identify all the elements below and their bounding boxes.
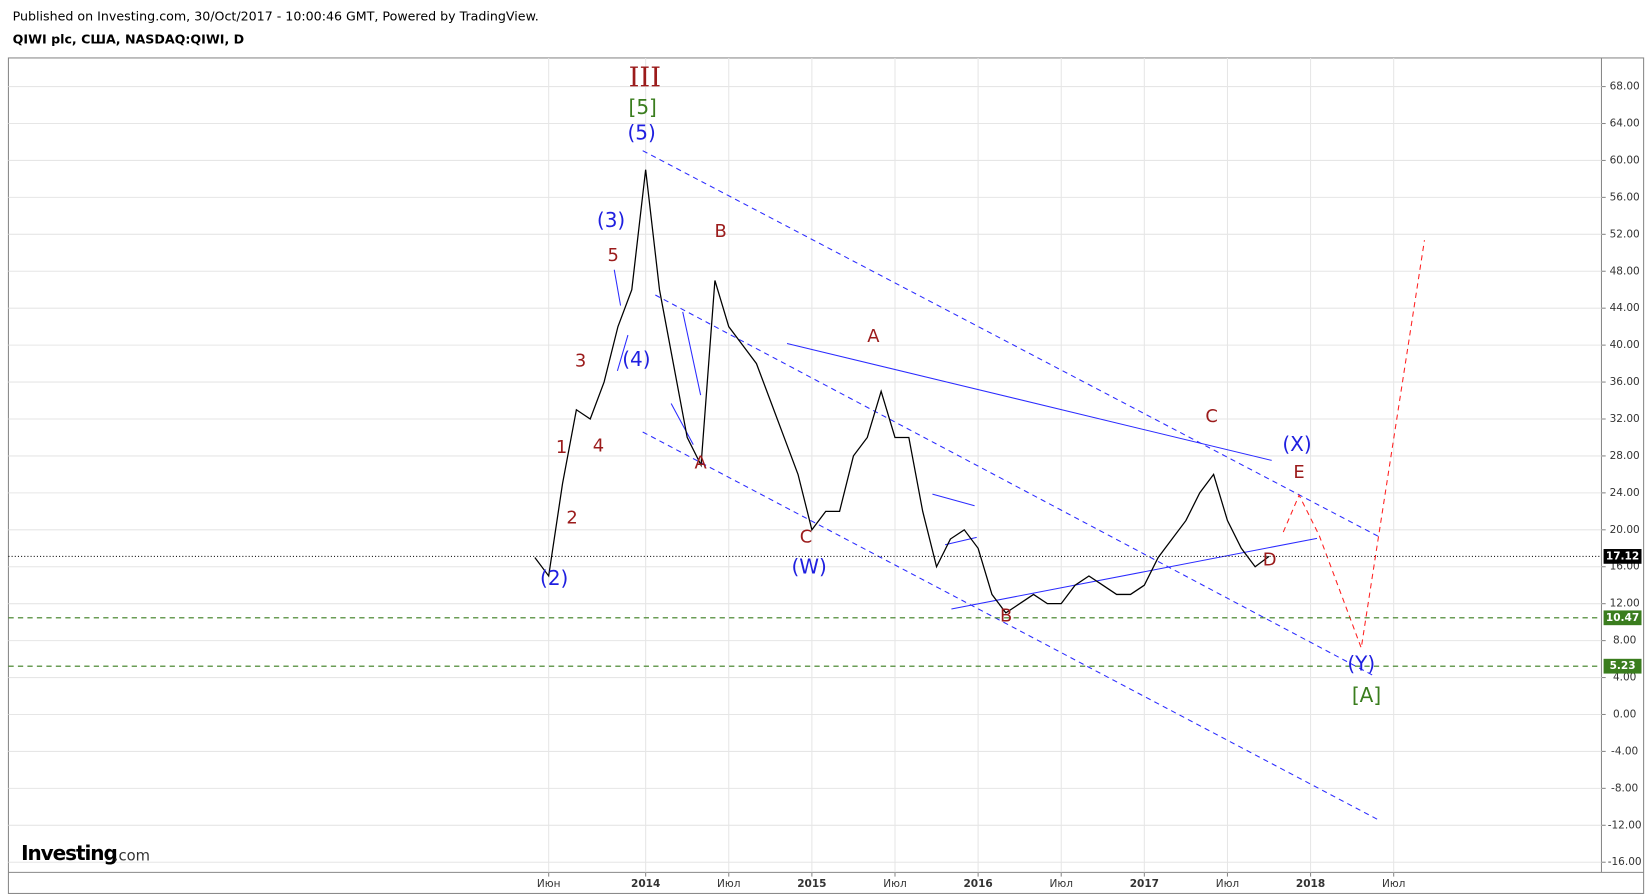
wave-label: (W) bbox=[791, 554, 826, 578]
symbol-title: QIWI plc, США, NASDAQ:QIWI, D bbox=[13, 32, 245, 47]
price-level-label: 5.23 bbox=[1610, 660, 1636, 672]
x-tick-label: 2014 bbox=[631, 878, 660, 890]
x-tick-label: Июл bbox=[1049, 878, 1072, 890]
channel-line bbox=[642, 150, 1381, 538]
x-tick-label: Июн bbox=[537, 878, 561, 890]
price-line bbox=[534, 169, 1270, 614]
y-tick-label: 68.00 bbox=[1610, 81, 1640, 93]
x-tick-label: 2017 bbox=[1130, 878, 1159, 890]
y-tick-label: -12.00 bbox=[1608, 819, 1642, 831]
published-note: Published on Investing.com, 30/Oct/2017 … bbox=[13, 8, 539, 23]
wave-label: C bbox=[800, 526, 813, 547]
y-tick-label: 24.00 bbox=[1610, 487, 1640, 499]
price-level-box bbox=[1603, 610, 1642, 626]
wave-label: E bbox=[1293, 462, 1304, 483]
y-tick-label: 4.00 bbox=[1613, 672, 1636, 684]
price-level-box bbox=[1603, 549, 1642, 564]
wave-label: D bbox=[1263, 550, 1277, 571]
trend-line bbox=[670, 403, 694, 445]
wave-label: (3) bbox=[597, 208, 625, 232]
y-tick-label: 56.00 bbox=[1610, 191, 1640, 203]
wave-label: (Y) bbox=[1347, 651, 1375, 675]
y-tick-label: 44.00 bbox=[1610, 302, 1640, 314]
y-tick-label: 20.00 bbox=[1610, 524, 1640, 536]
x-tick-label: Июл bbox=[717, 878, 740, 890]
y-tick-label: 52.00 bbox=[1610, 228, 1640, 240]
x-tick-label: 2015 bbox=[797, 878, 826, 890]
trend-line bbox=[786, 342, 1272, 461]
y-tick-label: 12.00 bbox=[1610, 598, 1640, 610]
frame bbox=[7, 57, 1645, 894]
wave-label: 4 bbox=[593, 436, 604, 457]
price-level-box bbox=[1603, 658, 1642, 674]
y-tick-label: 40.00 bbox=[1610, 339, 1640, 351]
logo-suffix: .com bbox=[114, 848, 150, 865]
x-tick-label: Июл bbox=[1216, 878, 1239, 890]
y-tick-label: 28.00 bbox=[1610, 450, 1640, 462]
y-tick-label: -8.00 bbox=[1611, 782, 1638, 794]
trend-line bbox=[951, 537, 1318, 610]
trend-line bbox=[682, 311, 702, 396]
wave-label: B bbox=[715, 221, 727, 242]
price-level-label: 10.47 bbox=[1606, 612, 1639, 624]
wave-label: 3 bbox=[575, 350, 586, 371]
wave-label: 1 bbox=[556, 437, 567, 458]
y-tick-label: -4.00 bbox=[1611, 745, 1638, 757]
x-tick-label: Июл bbox=[1382, 878, 1405, 890]
wave-label: C bbox=[1205, 406, 1218, 427]
wave-label: A bbox=[867, 326, 880, 347]
trend-line bbox=[613, 269, 622, 306]
y-tick-label: 48.00 bbox=[1610, 265, 1640, 277]
channel-line bbox=[655, 294, 1376, 677]
y-tick-label: 32.00 bbox=[1610, 413, 1640, 425]
y-tick-label: 0.00 bbox=[1613, 708, 1636, 720]
projection-path bbox=[1282, 240, 1425, 651]
wave-label: (2) bbox=[540, 566, 568, 590]
x-tick-label: 2018 bbox=[1296, 878, 1325, 890]
wave-label: [A] bbox=[1352, 683, 1381, 707]
trend-line bbox=[932, 493, 975, 507]
wave-label: A bbox=[695, 453, 708, 474]
wave-label: (5) bbox=[627, 120, 655, 144]
y-tick-label: 36.00 bbox=[1610, 376, 1640, 388]
wave-label: B bbox=[1000, 605, 1012, 626]
x-tick-label: 2016 bbox=[963, 878, 992, 890]
wave-label: [5] bbox=[629, 95, 657, 119]
x-tick-label: Июл bbox=[883, 878, 906, 890]
wave-label: 5 bbox=[607, 245, 618, 266]
wave-label: III bbox=[629, 63, 661, 94]
price-level-label: 17.12 bbox=[1606, 550, 1639, 562]
channel-line bbox=[642, 431, 1379, 821]
trend-line bbox=[616, 334, 629, 372]
y-tick-label: 8.00 bbox=[1613, 635, 1636, 647]
wave-lines bbox=[613, 150, 1425, 821]
wave-label: (4) bbox=[622, 347, 650, 371]
logo-brand: Investing bbox=[21, 841, 117, 865]
y-tick-label: 64.00 bbox=[1610, 118, 1640, 130]
y-tick-label: 60.00 bbox=[1610, 154, 1640, 166]
wave-label: (X) bbox=[1282, 432, 1311, 456]
wave-label: 2 bbox=[566, 507, 577, 528]
y-tick-label: -16.00 bbox=[1608, 856, 1642, 868]
